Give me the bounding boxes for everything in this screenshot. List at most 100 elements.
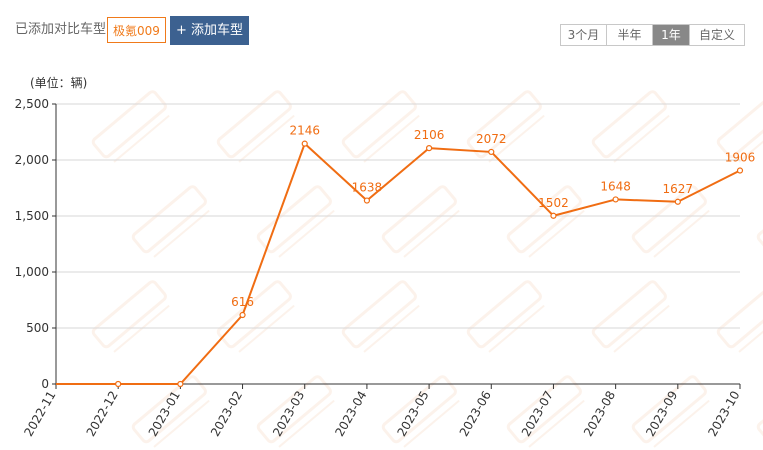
data-label: 1638 [352,181,383,195]
watermark-shape [278,399,335,448]
watermark-shape [216,90,292,159]
watermark-mark [506,375,585,448]
data-point [674,198,681,205]
x-tick-label: 2023-10 [705,389,742,439]
y-unit-label: (单位：辆) [30,75,87,90]
data-point [177,380,184,388]
x-tick-label: 2023-04 [332,389,369,439]
compare-car-tag[interactable]: 极氪009 [107,17,166,43]
data-label: 1648 [600,179,631,193]
watermark-mark [631,185,710,258]
compare-label: 已添加对比车型: [15,22,111,37]
data-point [301,140,308,147]
add-car-button[interactable]: + 添加车型 [170,16,250,45]
y-tick-label: 0 [41,377,49,391]
watermark-shape [738,304,763,353]
range-3-months[interactable]: 3个月 [561,25,607,45]
watermark-shape [341,90,417,159]
watermark-mark [756,375,763,444]
watermark-shape [403,399,460,448]
watermark-mark [716,90,763,163]
data-label: 1502 [538,196,569,210]
watermark-shape [756,185,763,254]
x-tick-label: 2023-02 [208,389,245,439]
time-range-selector: 3个月 半年 1年 自定义 [560,24,745,46]
watermark-shape [216,280,292,349]
watermark-shape [363,304,420,353]
watermark-shape [613,304,670,353]
series-line-path [56,142,741,385]
data-label: 2106 [414,128,445,142]
watermark-layer [91,90,763,448]
data-point [612,196,619,203]
watermark-mark [591,280,670,353]
x-tick-label: 2022-11 [21,389,58,439]
range-custom[interactable]: 自定义 [690,25,744,45]
watermark-shape [403,209,460,258]
data-point [550,212,557,219]
watermark-shape [756,375,763,444]
watermark-shape [153,399,210,448]
watermark-shape [591,280,667,349]
watermark-mark [381,185,460,258]
range-1-year[interactable]: 1年 [653,25,690,45]
watermark-shape [113,304,170,353]
watermark-shape [653,209,710,258]
x-tick-label: 2023-06 [457,388,494,438]
data-labels: 616 2146 1638 2106 2072 1502 1648 1627 1906 [231,124,755,309]
watermark-shape [528,209,585,258]
watermark-shape [488,114,545,163]
data-point [488,148,495,156]
x-tick-label: 2023-08 [581,389,618,439]
y-tick-label: 2,500 [15,97,49,111]
data-label: 2146 [289,124,320,138]
watermark-mark [216,90,295,163]
watermark-shape [381,185,457,254]
x-tick-label: 2023-01 [146,389,183,439]
grid-lines [56,103,740,329]
watermark-mark [716,280,763,353]
watermark-mark [631,375,710,448]
range-half-year[interactable]: 半年 [607,25,653,45]
y-tick-label: 1,000 [15,265,49,279]
watermark-mark [466,90,545,163]
data-label: 1627 [663,182,694,196]
watermark-shape [256,185,332,254]
watermark-mark [466,280,545,353]
watermark-shape [153,209,210,258]
watermark-shape [613,114,670,163]
watermark-shape [238,304,295,353]
watermark-shape [466,280,542,349]
data-point [425,145,433,152]
watermark-shape [528,399,585,448]
data-label: 2072 [476,132,507,146]
watermark-shape [363,114,420,163]
data-point [363,197,371,204]
watermark-mark [91,90,170,163]
watermark-shape [716,90,763,159]
y-tick-label: 500 [26,321,49,335]
x-tick-label: 2023-05 [394,389,431,439]
watermark-shape [738,114,763,163]
data-label: 616 [231,295,254,309]
y-axis-ticks: 0 500 1,000 1,500 2,000 2,500 [15,97,56,391]
watermark-mark [131,185,210,258]
x-tick-label: 2023-03 [270,389,307,439]
watermark-mark [341,280,420,353]
watermark-mark [256,185,335,258]
y-tick-label: 2,000 [15,153,49,167]
watermark-shape [591,90,667,159]
x-tick-label: 2022-12 [84,389,121,439]
watermark-shape [91,280,167,349]
watermark-shape [238,114,295,163]
watermark-shape [631,185,707,254]
watermark-shape [113,114,170,163]
watermark-mark [216,280,295,353]
series-line [56,142,741,385]
y-tick-label: 1,500 [15,209,49,223]
watermark-mark [756,185,763,254]
watermark-shape [653,399,710,448]
watermark-shape [488,304,545,353]
watermark-mark [341,90,420,163]
watermark-mark [506,185,585,258]
